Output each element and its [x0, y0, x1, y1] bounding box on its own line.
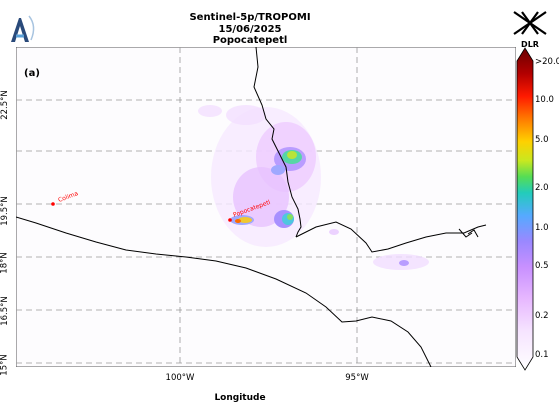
colima-point-icon: [51, 202, 55, 206]
lat-label-18: 18°N: [0, 252, 10, 274]
colorbar-label-1: 1.0: [535, 223, 549, 233]
colorbar-label-10: 10.0: [535, 95, 554, 105]
lon-label-95w: 95°W: [345, 373, 369, 383]
lat-label-22-5: 22.5°N: [0, 90, 10, 120]
panel-label: (a): [24, 68, 40, 79]
atmosphere-a-icon: [11, 15, 35, 42]
colorbar-label-gt20: >20.0: [535, 57, 559, 67]
colorbar-gradient: [516, 47, 534, 371]
lat-label-19-5: 19.5°N: [0, 196, 10, 226]
colorbar-label-5: 5.0: [535, 135, 549, 145]
title-volcano: Popocatepetl: [212, 35, 288, 46]
popocatepetl-point-icon: [228, 218, 232, 222]
coastlines: [16, 47, 487, 367]
colorbar-label-0-5: 0.5: [535, 261, 549, 271]
map-area: Colima Popocatepetl: [16, 47, 516, 367]
x-axis-title: Longitude: [214, 393, 266, 403]
lon-label-100w: 100°W: [165, 373, 195, 383]
dlr-logo-text: DLR: [521, 40, 539, 49]
dlr-logo: DLR: [508, 8, 552, 52]
dlr-cross-icon: [513, 11, 547, 35]
colorbar-label-0-2: 0.2: [535, 311, 549, 321]
map-title: Sentinel-5p/TROPOMI 15/06/2025 Popocatep…: [0, 12, 500, 47]
colorbar: [516, 47, 534, 371]
colorbar-label-0-1: 0.1: [535, 350, 549, 360]
so2-plume-main: [198, 105, 429, 270]
title-instrument: Sentinel-5p/TROPOMI: [189, 12, 311, 23]
lat-label-16-5: 16.5°N: [0, 296, 10, 326]
lat-label-15: 15°N: [0, 354, 10, 376]
title-date: 15/06/2025: [218, 23, 282, 35]
colorbar-label-2: 2.0: [535, 183, 549, 193]
